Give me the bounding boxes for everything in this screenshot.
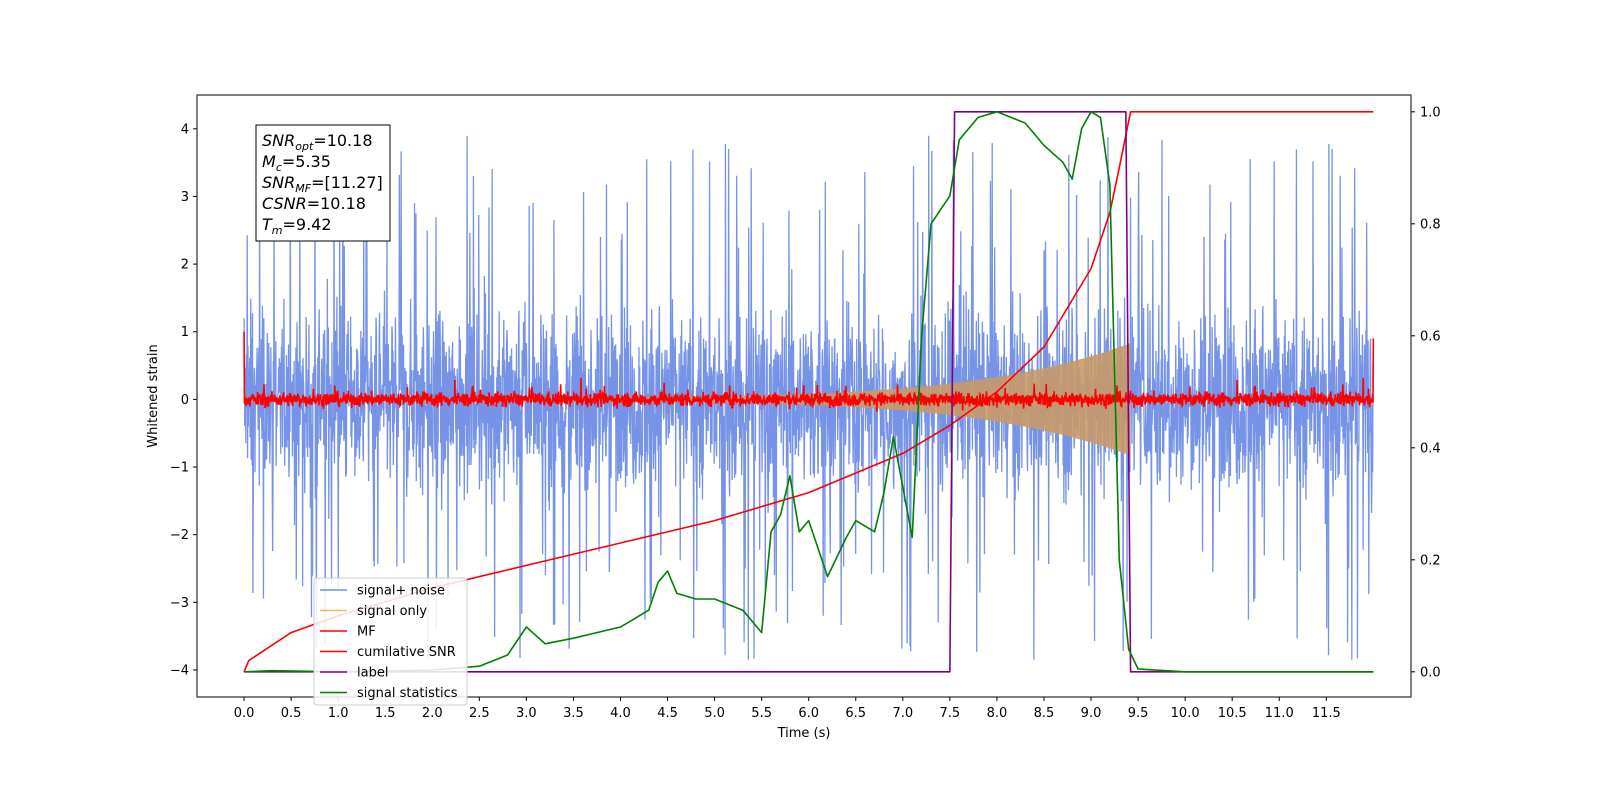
x-tick-label: 0.0 [234,706,255,721]
annotation-line: SNRMF=[11.27] [262,173,383,195]
x-tick-label: 4.0 [610,706,631,721]
mf-series [243,331,1375,412]
signal-noise-line [243,135,1375,660]
y2-tick-label: 0.8 [1420,217,1441,232]
annotation-frame [255,124,391,242]
signal-noise-series [243,135,1375,660]
y-axis-label: Whitened strain [146,344,161,447]
y-axis-right: 0.0 0.2 0.4 0.6 0.8 1.0 [1411,105,1441,680]
x-tick-label: 7.0 [892,706,913,721]
annotation-subscript: c [276,161,282,174]
signal-statistics-line [244,111,1374,673]
x-tick-label: 8.0 [987,706,1008,721]
annotation-subscript: MF [295,182,311,195]
x-tick-label: 1.5 [375,706,396,721]
y-tick-label: 1 [181,325,189,340]
annotation-value: =10.18 [313,131,372,150]
x-axis: 0.0 0.5 1.0 1.5 2.0 2.5 3.0 3.5 4.0 4.5 5.0 5.5 6.0 6… [234,697,1341,721]
x-tick-label: 9.5 [1128,706,1149,721]
plot-frame [196,94,1412,698]
annotation-variable: M [262,152,276,171]
y2-tick-label: 0.6 [1420,329,1441,344]
annotation-line: CSNR=10.18 [262,194,366,213]
annotation-variable: CSNR [262,194,307,213]
x-tick-label: 2.5 [469,706,490,721]
x-axis-label: Time (s) [777,726,831,741]
legend-label: signal only [357,604,427,619]
x-tick-label: 6.5 [845,706,866,721]
x-tick-label: 11.0 [1265,706,1294,721]
legend: signal+ noise signal only MF cumilative SNR… [313,577,468,706]
annotation-subscript: opt [295,140,314,153]
x-tick-label: 4.5 [657,706,678,721]
x-tick-label: 10.5 [1218,706,1247,721]
y-tick-label: 2 [181,258,189,273]
x-tick-label: 7.5 [940,706,961,721]
x-tick-label: 0.5 [281,706,302,721]
y-tick-label: −4 [170,663,189,678]
annotation-line: Mc=5.35 [262,152,331,174]
y-tick-label: 0 [181,393,189,408]
annotation-value: =9.42 [283,215,332,234]
x-tick-label: 11.5 [1312,706,1341,721]
y-tick-label: 4 [181,122,189,137]
y-tick-label: −1 [170,461,189,476]
mf-line [243,331,1375,412]
x-tick-label: 8.5 [1034,706,1055,721]
y2-tick-label: 0.4 [1420,441,1441,456]
annotation-box: SNRopt=10.18Mc=5.35SNRMF=[11.27]CSNR=10.… [255,124,391,242]
x-tick-label: 5.0 [704,706,725,721]
annotation-value: =10.18 [307,194,366,213]
x-tick-label: 5.5 [751,706,772,721]
legend-frame [313,577,468,706]
y-tick-label: −2 [170,528,189,543]
legend-label: label [357,666,388,681]
annotation-subscript: m [272,224,283,237]
legend-label: signal statistics [357,686,458,701]
y-tick-label: −3 [170,596,189,611]
annotation-variable: SNR [262,131,295,150]
y2-tick-label: 1.0 [1420,105,1441,120]
y-tick-label: 3 [181,190,189,205]
annotation-value: =[11.27] [311,173,383,192]
x-tick-label: 9.0 [1081,706,1102,721]
annotation-variable: SNR [262,173,295,192]
x-tick-label: 3.0 [516,706,537,721]
annotation-value: =5.35 [282,152,331,171]
y-axis-left: −4 −3 −2 −1 0 1 2 3 4 [170,122,197,678]
x-tick-label: 10.0 [1171,706,1200,721]
annotation-line: SNRopt=10.18 [262,131,373,153]
annotation-line: Tm=9.42 [262,215,332,237]
x-tick-label: 2.0 [422,706,443,721]
x-tick-label: 1.0 [328,706,349,721]
legend-label: cumilative SNR [357,645,456,660]
x-tick-label: 6.0 [798,706,819,721]
legend-label: signal+ noise [357,584,445,599]
y2-tick-label: 0.0 [1420,665,1441,680]
y2-tick-label: 0.2 [1420,553,1441,568]
label-line [244,111,1374,673]
legend-label: MF [357,625,376,640]
x-tick-label: 3.5 [563,706,584,721]
annotation-variable: T [262,215,273,234]
